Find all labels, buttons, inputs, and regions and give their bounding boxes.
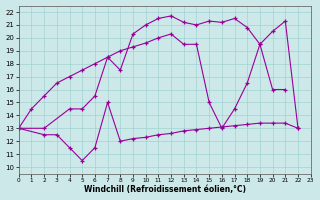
X-axis label: Windchill (Refroidissement éolien,°C): Windchill (Refroidissement éolien,°C) bbox=[84, 185, 246, 194]
